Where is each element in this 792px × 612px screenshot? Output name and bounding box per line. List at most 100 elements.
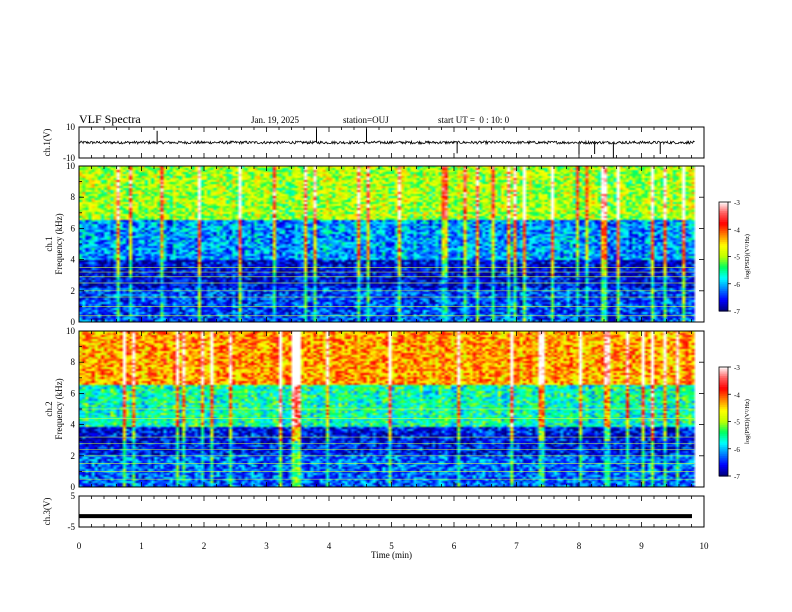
colorbar-tick-label: -5 (734, 254, 740, 262)
colorbar-segment (719, 437, 728, 441)
colorbar-segment (719, 457, 728, 461)
colorbar-segment (719, 289, 728, 292)
colorbar-segment (719, 231, 728, 234)
colorbar-segment (719, 445, 728, 448)
colorbar-segment (719, 405, 728, 408)
colorbar-segment (719, 410, 728, 414)
colorbar-segment (719, 452, 728, 455)
colorbar-segment (719, 209, 728, 212)
y-tick-label: 6 (71, 388, 76, 398)
colorbar-segment (719, 309, 728, 312)
colorbar-segment (719, 386, 728, 390)
colorbar-segment (719, 254, 728, 258)
y-tick-label: 10 (66, 122, 76, 132)
colorbar-segment (719, 372, 728, 375)
x-tick-label: 7 (514, 541, 519, 551)
colorbar-segment (719, 428, 728, 432)
colorbar-segment (719, 394, 728, 397)
colorbar-segment (719, 383, 728, 386)
colorbar-tick-label: -7 (734, 308, 740, 316)
colorbar-segment (719, 241, 728, 245)
colorbar-segment (719, 216, 728, 219)
y-tick-label: 4 (71, 255, 76, 265)
y-tick-label: 10 (66, 326, 76, 336)
colorbar-segment (719, 238, 728, 241)
y-axis-label: Frequency (kHz) (54, 213, 64, 274)
x-tick-label: 4 (327, 541, 332, 551)
colorbar-segment (719, 214, 728, 218)
colorbar-segment (719, 417, 728, 421)
colorbar-segment (719, 261, 728, 265)
colorbar-segment (719, 283, 728, 287)
colorbar-segment (719, 245, 728, 249)
colorbar-segment (719, 399, 728, 403)
colorbar-segment (719, 426, 728, 430)
y-axis-label: Frequency (kHz) (54, 378, 64, 439)
colorbar-tick-label: -6 (734, 281, 740, 289)
colorbar-segment (719, 472, 728, 475)
y-tick-label: 8 (71, 192, 76, 202)
y-tick-label: 10 (66, 161, 76, 171)
colorbar-segment (719, 370, 728, 374)
colorbar-segment (719, 456, 728, 459)
y-tick-label: -10 (63, 153, 75, 163)
colorbar-segment (719, 423, 728, 426)
y-tick-label: 6 (71, 223, 76, 233)
colorbar-segment (719, 240, 728, 243)
colorbar-segment (719, 432, 728, 435)
colorbar-segment (719, 221, 728, 225)
colorbar-segment (719, 454, 728, 457)
colorbar-label: log(PSD)(V²/Hz) (744, 234, 751, 279)
colorbar-tick-label: -3 (734, 364, 740, 372)
colorbar-segment (719, 207, 728, 210)
x-tick-label: 5 (389, 541, 394, 551)
colorbar-segment (719, 421, 728, 424)
colorbar-segment (719, 220, 728, 223)
y-tick-label: 8 (71, 357, 76, 367)
colorbar-tick-label: -4 (734, 226, 740, 234)
colorbar-segment (719, 425, 728, 428)
colorbar-segment (719, 294, 728, 298)
colorbar-segment (719, 367, 728, 370)
colorbar-segment (719, 225, 728, 229)
waveform-ch3-panel: -5 5 ch.3(V) (42, 491, 705, 532)
colorbar-tick-label: -4 (734, 391, 740, 399)
colorbar-segment (719, 291, 728, 294)
waveform-ch1-panel: -10 10 ch.1(V) (42, 122, 705, 163)
colorbar-segment (719, 285, 728, 288)
colorbar-segment (719, 211, 728, 214)
colorbar-segment (719, 406, 728, 410)
spectrogram-image (79, 166, 704, 322)
colorbar-segment (719, 377, 728, 381)
colorbar-segment (719, 474, 728, 477)
colorbar-segment (719, 202, 728, 205)
colorbar-segment (719, 379, 728, 383)
colorbar-tick-label: -3 (734, 199, 740, 207)
colorbar-segment (719, 252, 728, 256)
colorbar-segment (719, 271, 728, 274)
colorbar-ch2: -3 -4 -5 -6 -7 log(PSD)(V²/Hz) (718, 364, 751, 481)
colorbar-tick-label: -6 (734, 446, 740, 454)
colorbar-segment (719, 461, 728, 464)
colorbar-segment (719, 388, 728, 392)
colorbar-segment (719, 303, 728, 307)
waveform-trace (78, 139, 695, 146)
colorbar-segment (719, 265, 728, 268)
colorbar-segment (719, 258, 728, 261)
colorbar-segment (719, 416, 728, 419)
colorbar-segment (719, 448, 728, 452)
y-axis-label: ch.1(V) (42, 129, 52, 157)
colorbar-tick-label: -7 (734, 473, 740, 481)
x-tick-label: 10 (700, 541, 710, 551)
colorbar-segment (719, 203, 728, 207)
colorbar-segment (719, 414, 728, 417)
y-tick-label: 2 (71, 451, 76, 461)
x-tick-label: 1 (139, 541, 144, 551)
colorbar-segment (719, 401, 728, 404)
colorbar-segment (719, 301, 728, 305)
colorbar-segment (719, 412, 728, 415)
colorbar-segment (719, 287, 728, 290)
colorbar-segment (719, 249, 728, 252)
colorbar-label: log(PSD)(V²/Hz) (744, 399, 751, 444)
